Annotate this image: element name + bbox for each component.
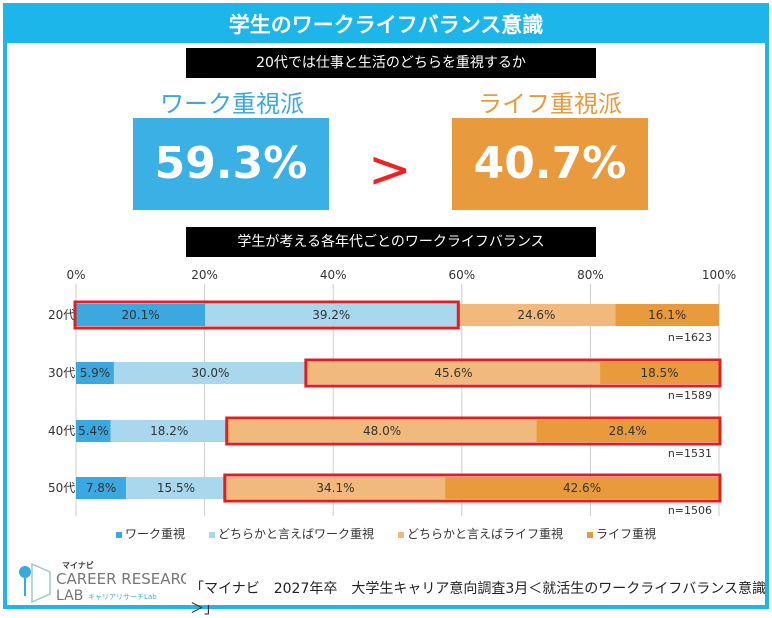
bar-segment bbox=[113, 362, 307, 384]
data-label: 16.1% bbox=[648, 308, 686, 322]
data-label: 5.9% bbox=[80, 366, 111, 380]
page-title: 学生のワークライフバランス意識 bbox=[7, 7, 765, 43]
legend-item: ライフ重視 bbox=[587, 525, 656, 542]
bar-segment bbox=[600, 362, 719, 384]
highlight-box bbox=[304, 358, 722, 388]
logo-sub: キャリアリサーチLab bbox=[88, 593, 157, 601]
bar-segment bbox=[126, 477, 226, 499]
legend-label: どちらかと言えばワーク重視 bbox=[217, 527, 374, 541]
data-label: 42.6% bbox=[563, 481, 601, 495]
x-tick-label: 60% bbox=[448, 268, 475, 282]
data-label: 20.1% bbox=[122, 308, 160, 322]
legend-swatch bbox=[115, 531, 122, 538]
legend-swatch bbox=[587, 531, 594, 538]
bar-segment bbox=[76, 362, 114, 384]
x-tick-label: 40% bbox=[320, 268, 347, 282]
category-label: 20代 bbox=[48, 308, 75, 322]
legend-label: ライフ重視 bbox=[596, 527, 657, 541]
data-label: 18.2% bbox=[150, 424, 188, 438]
data-label: 45.6% bbox=[434, 366, 472, 380]
legend: ワーク重視 どちらかと言えばワーク重視 どちらかと言えばライフ重視 ライフ重視 bbox=[0, 525, 772, 542]
x-tick-label: 0% bbox=[66, 268, 85, 282]
bar-segment bbox=[225, 477, 446, 499]
question-banner: 20代では仕事と生活のどちらを重視するか bbox=[186, 48, 596, 78]
data-label: 28.4% bbox=[609, 424, 647, 438]
legend-item: どちらかと言えばワーク重視 bbox=[208, 525, 374, 542]
bar-segment bbox=[227, 420, 537, 442]
x-tick-label: 80% bbox=[577, 268, 604, 282]
bar-segment bbox=[457, 304, 616, 326]
data-label: 7.8% bbox=[86, 481, 117, 495]
chart-heading: 学生が考える各年代ごとのワークライフバランス bbox=[186, 227, 596, 257]
legend-label: ワーク重視 bbox=[124, 527, 185, 541]
source-note: 「マイナビ 2027年卒 大学生キャリア意向調査3月＜就活生のワークライフバラン… bbox=[190, 581, 766, 617]
data-label: 15.5% bbox=[157, 481, 195, 495]
legend-label: どちらかと言えばライフ重視 bbox=[407, 527, 564, 541]
bar-segment bbox=[536, 420, 719, 442]
data-label: 34.1% bbox=[316, 481, 354, 495]
highlight-box bbox=[223, 473, 722, 503]
data-label: 39.2% bbox=[312, 308, 350, 322]
data-label: 5.4% bbox=[78, 424, 109, 438]
n-label: n=1589 bbox=[668, 389, 712, 402]
work-label: ワーク重視派 bbox=[160, 90, 304, 118]
legend-swatch bbox=[208, 531, 215, 538]
data-label: 48.0% bbox=[363, 424, 401, 438]
logo-line1: CAREER RESEARCH bbox=[56, 570, 186, 588]
bar-segment bbox=[615, 304, 719, 326]
bar-segment bbox=[110, 420, 228, 442]
highlight-box bbox=[73, 300, 460, 330]
data-label: 18.5% bbox=[640, 366, 678, 380]
x-tick-label: 20% bbox=[191, 268, 218, 282]
bar-segment bbox=[205, 304, 458, 326]
logo-line2: LAB bbox=[56, 588, 83, 604]
bar-segment bbox=[445, 477, 719, 499]
category-label: 40代 bbox=[48, 424, 75, 438]
bar-segment bbox=[306, 362, 601, 384]
bar-segment bbox=[76, 477, 127, 499]
greater-than-sign: > bbox=[368, 140, 412, 200]
life-value-box: 40.7% bbox=[452, 118, 648, 210]
n-label: n=1623 bbox=[668, 331, 712, 344]
data-label: 30.0% bbox=[191, 366, 229, 380]
bar-segment bbox=[76, 304, 206, 326]
category-label: 30代 bbox=[48, 366, 75, 380]
life-label: ライフ重視派 bbox=[478, 90, 622, 118]
career-research-lab-logo: マイナビ CAREER RESEARCH LAB キャリアリサーチLab bbox=[19, 560, 186, 604]
legend-item: ワーク重視 bbox=[115, 525, 185, 542]
stacked-bar-chart: 0% 20% 40% 60% 80% 100% 20代 20.1% 39.2% 24.6% 16.1… bbox=[48, 268, 736, 517]
category-label: 50代 bbox=[48, 481, 75, 495]
highlight-box bbox=[225, 416, 722, 446]
data-label: 24.6% bbox=[517, 308, 555, 322]
bar-segment bbox=[76, 420, 111, 442]
x-tick-label: 100% bbox=[702, 268, 736, 282]
work-value-box: 59.3% bbox=[133, 118, 329, 210]
legend-swatch bbox=[398, 531, 404, 538]
n-label: n=1531 bbox=[668, 447, 712, 460]
legend-item: どちらかと言えばライフ重視 bbox=[398, 525, 563, 542]
n-label: n=1506 bbox=[668, 504, 712, 517]
logo-brand: マイナビ bbox=[62, 560, 94, 570]
